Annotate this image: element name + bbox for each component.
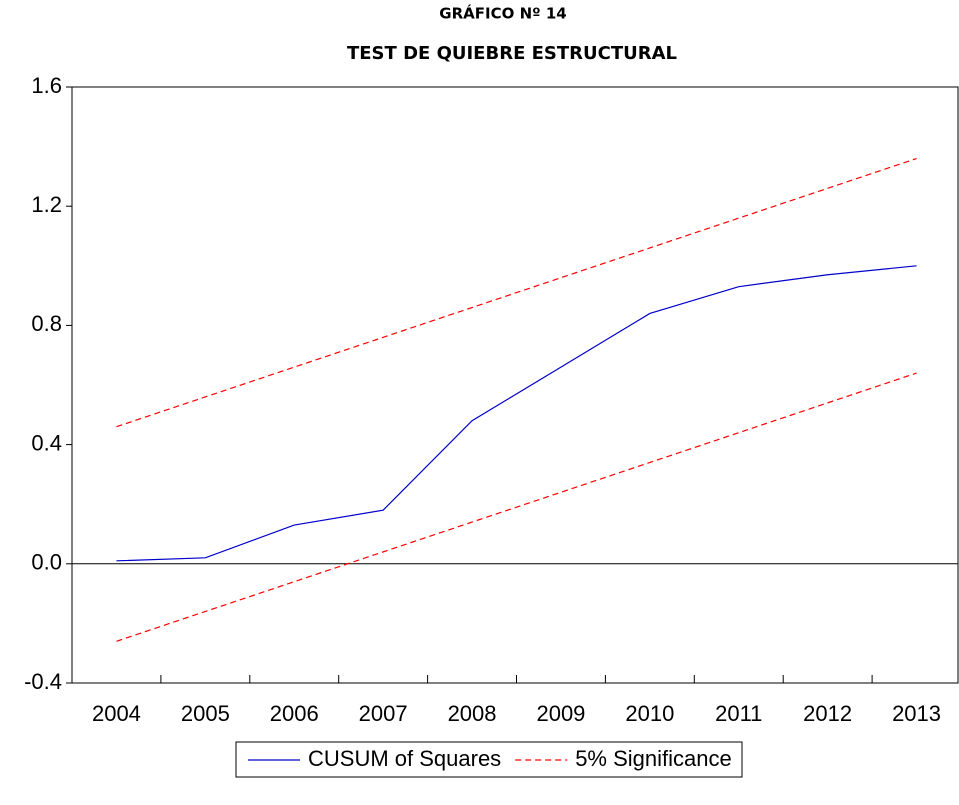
y-tick-label: 0.0 — [31, 550, 62, 575]
x-tick-label: 2009 — [536, 701, 585, 726]
y-tick-label: -0.4 — [24, 669, 62, 694]
y-tick-label: 0.8 — [31, 311, 62, 336]
legend-box — [235, 741, 743, 778]
y-tick-label: 1.6 — [31, 73, 62, 98]
y-tick-label: 0.4 — [31, 430, 62, 455]
x-tick-label: 2007 — [359, 701, 408, 726]
chart-subtitle: TEST DE QUIEBRE ESTRUCTURAL — [347, 43, 677, 64]
legend-label: CUSUM of Squares — [308, 746, 501, 771]
series-line — [116, 265, 917, 562]
series-line — [116, 157, 917, 428]
x-tick-label: 2013 — [892, 701, 941, 726]
chart-title: GRÁFICO Nº 14 — [439, 4, 566, 23]
x-tick-label: 2006 — [270, 701, 319, 726]
legend-label: 5% Significance — [575, 746, 732, 771]
x-tick-label: 2004 — [92, 701, 141, 726]
plot-frame — [71, 86, 959, 684]
x-tick-label: 2010 — [625, 701, 674, 726]
x-tick-label: 2012 — [803, 701, 852, 726]
x-tick-label: 2008 — [448, 701, 497, 726]
y-tick-label: 1.2 — [31, 192, 62, 217]
x-tick-label: 2005 — [181, 701, 230, 726]
x-tick-label: 2011 — [715, 701, 762, 726]
series-line — [116, 372, 917, 642]
